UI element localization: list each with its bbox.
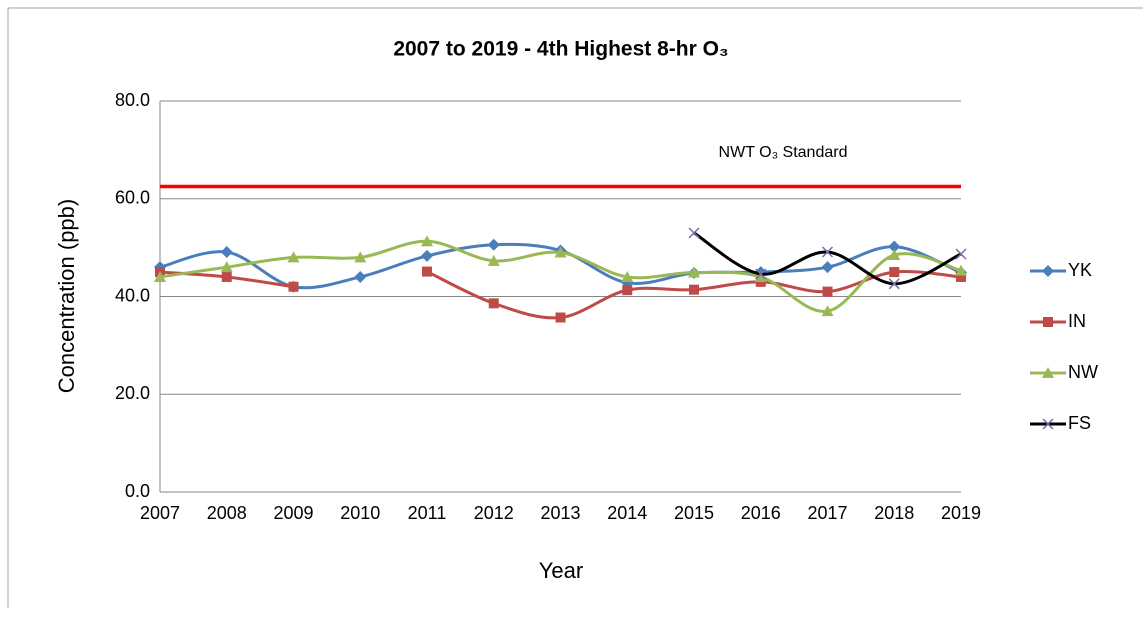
x-tick-label: 2019 bbox=[941, 503, 981, 523]
marker bbox=[622, 285, 633, 296]
marker bbox=[821, 246, 834, 258]
x-tick-label: 2015 bbox=[674, 503, 714, 523]
y-tick-label: 20.0 bbox=[115, 383, 150, 403]
marker bbox=[487, 254, 500, 266]
marker bbox=[354, 270, 367, 283]
marker bbox=[1042, 418, 1054, 430]
marker bbox=[755, 268, 767, 280]
marker bbox=[221, 271, 232, 282]
marker bbox=[955, 248, 967, 260]
marker bbox=[1043, 317, 1053, 327]
marker bbox=[621, 270, 634, 282]
marker bbox=[888, 240, 901, 253]
marker bbox=[1042, 265, 1054, 277]
y-tick-label: 80.0 bbox=[115, 90, 150, 110]
marker bbox=[421, 235, 433, 247]
marker bbox=[287, 251, 300, 263]
marker bbox=[821, 305, 834, 317]
x-tick-label: 2014 bbox=[607, 503, 647, 523]
standard-label: NWT O₃ Standard bbox=[719, 144, 848, 161]
series-line bbox=[693, 231, 962, 286]
marker bbox=[1042, 367, 1054, 378]
marker bbox=[956, 271, 966, 282]
y-tick-label: 0.0 bbox=[125, 481, 150, 501]
marker bbox=[688, 266, 700, 278]
x-tick-label: 2007 bbox=[140, 503, 180, 523]
y-tick-label: 40.0 bbox=[115, 285, 150, 305]
x-tick-label: 2018 bbox=[874, 503, 914, 523]
legend-label: FS bbox=[1068, 413, 1091, 433]
marker bbox=[220, 246, 233, 259]
x-tick-label: 2013 bbox=[540, 503, 580, 523]
x-tick-label: 2016 bbox=[741, 503, 781, 523]
marker bbox=[488, 298, 499, 309]
y-tick-label: 60.0 bbox=[115, 188, 150, 208]
marker bbox=[822, 286, 833, 297]
legend-label: IN bbox=[1068, 311, 1086, 331]
legend-label: NW bbox=[1068, 362, 1098, 382]
x-tick-label: 2008 bbox=[207, 503, 247, 523]
marker bbox=[154, 270, 166, 282]
marker bbox=[955, 264, 967, 276]
marker bbox=[554, 246, 567, 258]
marker bbox=[422, 266, 432, 277]
x-tick-label: 2017 bbox=[807, 503, 847, 523]
marker bbox=[220, 261, 233, 273]
chart-title: 2007 to 2019 - 4th Highest 8-hr O₃ bbox=[393, 38, 728, 61]
marker bbox=[888, 248, 901, 260]
x-tick-label: 2012 bbox=[474, 503, 514, 523]
marker bbox=[487, 238, 500, 251]
marker bbox=[888, 278, 900, 290]
x-tick-label: 2011 bbox=[408, 503, 447, 523]
marker bbox=[688, 227, 700, 239]
marker bbox=[689, 284, 699, 295]
marker bbox=[821, 261, 834, 274]
marker bbox=[555, 312, 566, 323]
marker bbox=[754, 270, 767, 282]
legend-label: YK bbox=[1068, 260, 1092, 280]
x-axis-title: Year bbox=[539, 558, 583, 583]
marker bbox=[889, 267, 900, 278]
marker bbox=[354, 251, 367, 263]
marker bbox=[421, 249, 433, 262]
x-tick-label: 2009 bbox=[273, 503, 313, 523]
y-axis-title: Concentration (ppb) bbox=[54, 199, 79, 393]
marker bbox=[288, 281, 299, 292]
x-tick-label: 2010 bbox=[340, 503, 380, 523]
